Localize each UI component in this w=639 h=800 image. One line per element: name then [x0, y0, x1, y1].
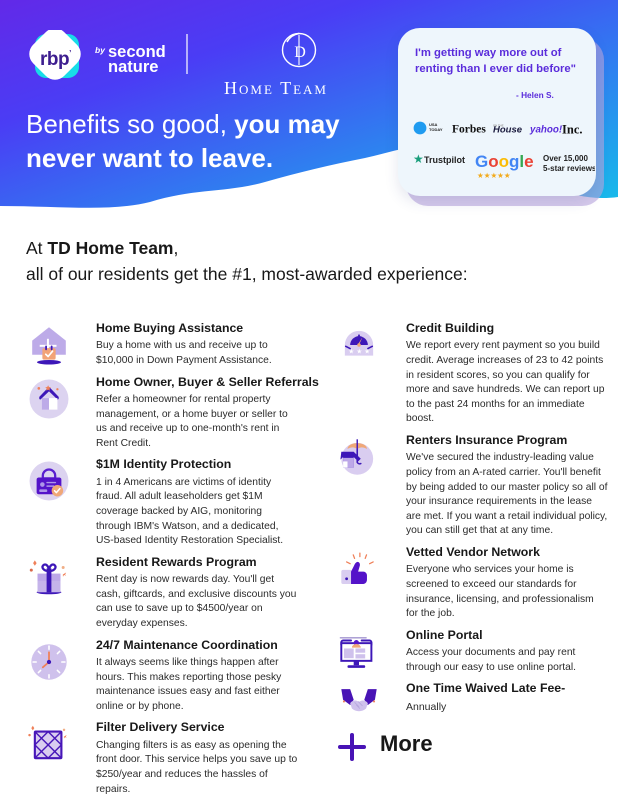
- svg-text:★★★★★: ★★★★★: [477, 171, 511, 180]
- svg-text:★: ★: [413, 152, 424, 166]
- svg-text:Over 15,000: Over 15,000: [543, 154, 588, 163]
- svg-text:yahoo!: yahoo!: [529, 125, 563, 136]
- svg-text:by: by: [95, 45, 106, 55]
- svg-text:★: ★: [348, 347, 354, 355]
- svg-text:TODAY: TODAY: [429, 127, 443, 132]
- svg-text:nature: nature: [108, 58, 158, 74]
- svg-text:D: D: [294, 44, 306, 61]
- svg-text:ON THE: ON THE: [493, 124, 504, 128]
- svg-text:Forbes: Forbes: [452, 124, 486, 136]
- svg-text:★: ★: [356, 347, 362, 355]
- svg-text:Trustpilot: Trustpilot: [424, 155, 465, 165]
- svg-text:Google: Google: [475, 152, 534, 171]
- svg-text:★: ★: [364, 347, 370, 355]
- svg-text:Inc.: Inc.: [562, 123, 583, 137]
- svg-text:5-star reviews: 5-star reviews: [543, 164, 595, 173]
